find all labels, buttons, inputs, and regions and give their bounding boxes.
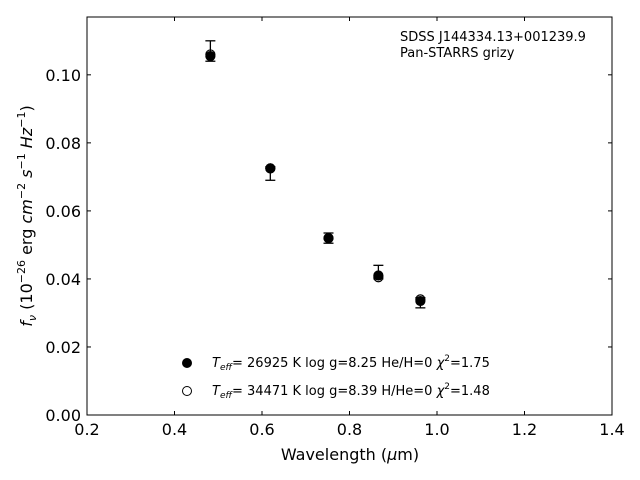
point-open	[265, 163, 276, 174]
x-tick-label: 1.4	[599, 420, 624, 439]
survey-label: Pan-STARRS grizy	[400, 46, 515, 61]
x-tick-label: 0.4	[162, 420, 187, 439]
x-axis-ticks: 0.2 0.4 0.6 0.8 1.0 1.2 1.4	[74, 17, 625, 439]
y-axis-label: fν (10−26 erg cm−2 s−1 Hz−1)	[15, 105, 39, 326]
annotation: SDSS J144334.13+001239.9 Pan-STARRS griz…	[400, 30, 586, 61]
legend-marker-filled	[182, 358, 192, 368]
plot-area	[86, 16, 613, 416]
x-tick-label: 0.2	[74, 420, 99, 439]
y-tick-label: 0.06	[45, 202, 81, 221]
y-tick-label: 0.02	[45, 338, 81, 357]
y-tick-label: 0.08	[45, 134, 81, 153]
y-tick-label: 0.04	[45, 270, 81, 289]
object-name-label: SDSS J144334.13+001239.9	[400, 30, 586, 45]
x-tick-label: 0.6	[249, 420, 274, 439]
legend: Teff= 26925 K log g=8.25 He/H=0 χ2=1.75 …	[182, 354, 490, 401]
legend-entry-1: Teff= 26925 K log g=8.25 He/H=0 χ2=1.75	[212, 354, 490, 373]
y-tick-label: 0.00	[45, 406, 81, 425]
legend-marker-open	[182, 386, 192, 396]
point-open	[323, 233, 334, 244]
y-tick-label: 0.10	[45, 66, 81, 85]
data-points	[205, 49, 426, 307]
y-axis-ticks: 0.00 0.02 0.04 0.06 0.08 0.10	[45, 66, 612, 425]
point-open	[415, 294, 426, 305]
point-open	[373, 272, 384, 283]
x-axis-label: Wavelength (μm)	[281, 445, 419, 464]
legend-entry-2: Teff= 34471 K log g=8.39 H/He=0 χ2=1.48	[212, 382, 490, 401]
point-open	[205, 49, 216, 60]
x-tick-label: 0.8	[337, 420, 362, 439]
x-tick-label: 1.2	[512, 420, 537, 439]
x-tick-label: 1.0	[424, 420, 449, 439]
